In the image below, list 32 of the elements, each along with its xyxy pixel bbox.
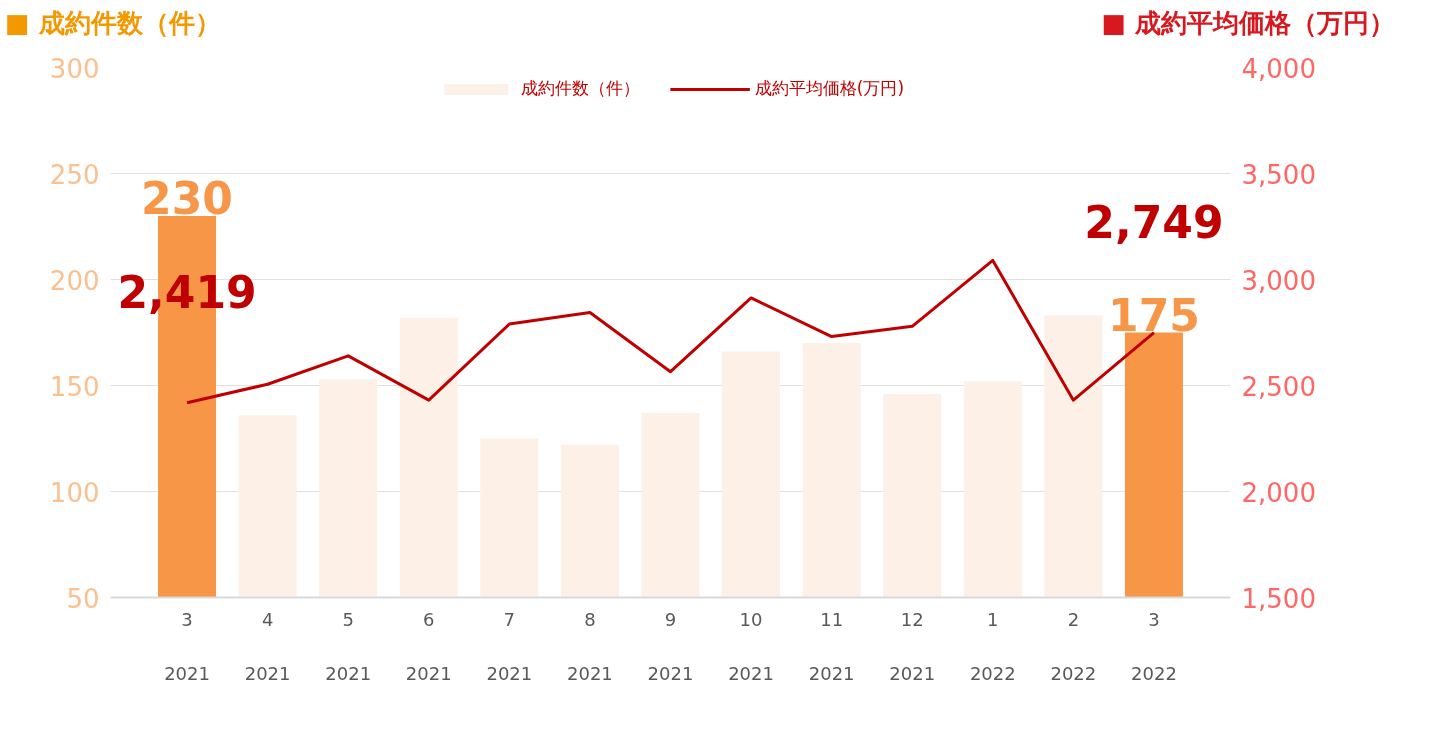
legend-label: 成約件数（件） (520, 77, 640, 101)
category-label: 3 2021 (164, 608, 210, 685)
category-label: 3 2022 (1131, 608, 1177, 685)
y-tick-label: 150 (49, 371, 100, 402)
data-label: 175 (1108, 289, 1200, 341)
y-tick-label: 300 (49, 53, 100, 84)
y-tick-label: 250 (49, 159, 100, 190)
y2-tick-label: 3,000 (1241, 265, 1316, 296)
category-label: 8 2021 (567, 608, 613, 685)
category-label: 1 2022 (969, 608, 1016, 685)
category-label: 6 2021 (405, 608, 452, 685)
y-axis-title: ■ 成約件数（件） (5, 7, 221, 40)
y2-tick-label: 1,500 (1241, 583, 1316, 614)
category-label: 12 2021 (889, 608, 936, 685)
category-label: 9 2021 (647, 608, 694, 685)
category-label: 11 2021 (808, 608, 855, 685)
y2-tick-label: 2,500 (1241, 371, 1316, 402)
y2-axis-title: ■ 成約平均価格（万円） (1101, 7, 1395, 40)
category-label: 4 2021 (244, 608, 291, 685)
y-tick-label: 200 (49, 265, 100, 296)
legend-label: 成約平均価格(万円) (754, 77, 905, 101)
y2-tick-label: 4,000 (1241, 53, 1316, 84)
data-label: 2,749 (1084, 196, 1224, 248)
category-label: 5 2021 (325, 608, 372, 685)
y-tick-label: 100 (49, 477, 100, 508)
y2-tick-label: 2,000 (1241, 477, 1316, 508)
category-label: 2 2022 (1050, 608, 1097, 685)
category-label: 7 2021 (486, 608, 533, 685)
y-tick-label: 50 (66, 583, 100, 614)
category-label: 10 2021 (728, 608, 774, 685)
y2-tick-label: 3,500 (1241, 159, 1316, 190)
data-label: 230 (141, 173, 233, 225)
